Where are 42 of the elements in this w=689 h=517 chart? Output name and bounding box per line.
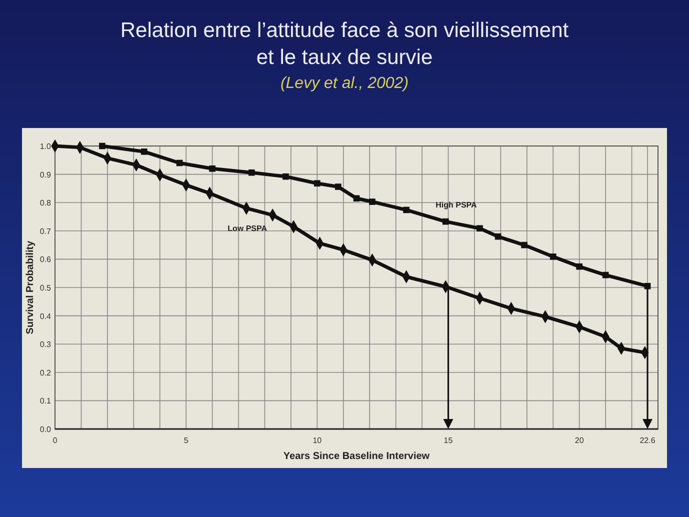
point (369, 198, 376, 205)
point (576, 263, 583, 270)
y-tick-label: 1.0 (40, 142, 52, 151)
point (334, 184, 342, 190)
y-tick-label: 0.3 (40, 340, 52, 350)
y-tick-label: 0.1 (40, 396, 52, 406)
y-tick-label: 0.0 (40, 425, 52, 434)
y-tick-label: 0.5 (40, 284, 52, 292)
y-tick-label: 0.2 (40, 368, 52, 378)
point (99, 142, 106, 150)
point (403, 206, 410, 214)
series-label: Low PSPA (228, 224, 268, 234)
point (176, 160, 183, 166)
point (602, 272, 609, 278)
x-axis-title: Years Since Baseline Interview (283, 451, 430, 462)
x-tick-label: 22.6 (640, 436, 656, 445)
chart-subtitle: (Levy et al., 2002) (280, 75, 409, 92)
point (494, 233, 502, 240)
x-tick-label: 5 (184, 436, 189, 445)
point (209, 165, 216, 172)
y-tick-label: 0.4 (40, 312, 52, 321)
chart-title: Relation entre l’attitude face à son vieillissement et le taux de survie (120, 19, 569, 69)
series-label: High PSPA (436, 200, 478, 210)
point (140, 148, 148, 155)
x-tick-label: 0 (52, 436, 58, 445)
x-tick-label: 15 (444, 436, 454, 445)
y-tick-label: 0.9 (40, 170, 52, 180)
y-tick-label: 0.6 (40, 255, 52, 264)
point (476, 225, 483, 232)
x-tick-label: 10 (312, 436, 322, 445)
y-tick-label: 0.7 (40, 226, 52, 236)
point (282, 173, 289, 180)
point (521, 242, 528, 248)
point (550, 253, 556, 260)
x-tick-label: 20 (574, 436, 584, 445)
point (442, 218, 449, 225)
point (353, 195, 360, 202)
point (314, 180, 320, 187)
point (248, 169, 255, 176)
y-tick-label: 0.8 (40, 198, 52, 208)
y-axis-title: Survival Probability (25, 240, 36, 334)
point (644, 282, 651, 290)
